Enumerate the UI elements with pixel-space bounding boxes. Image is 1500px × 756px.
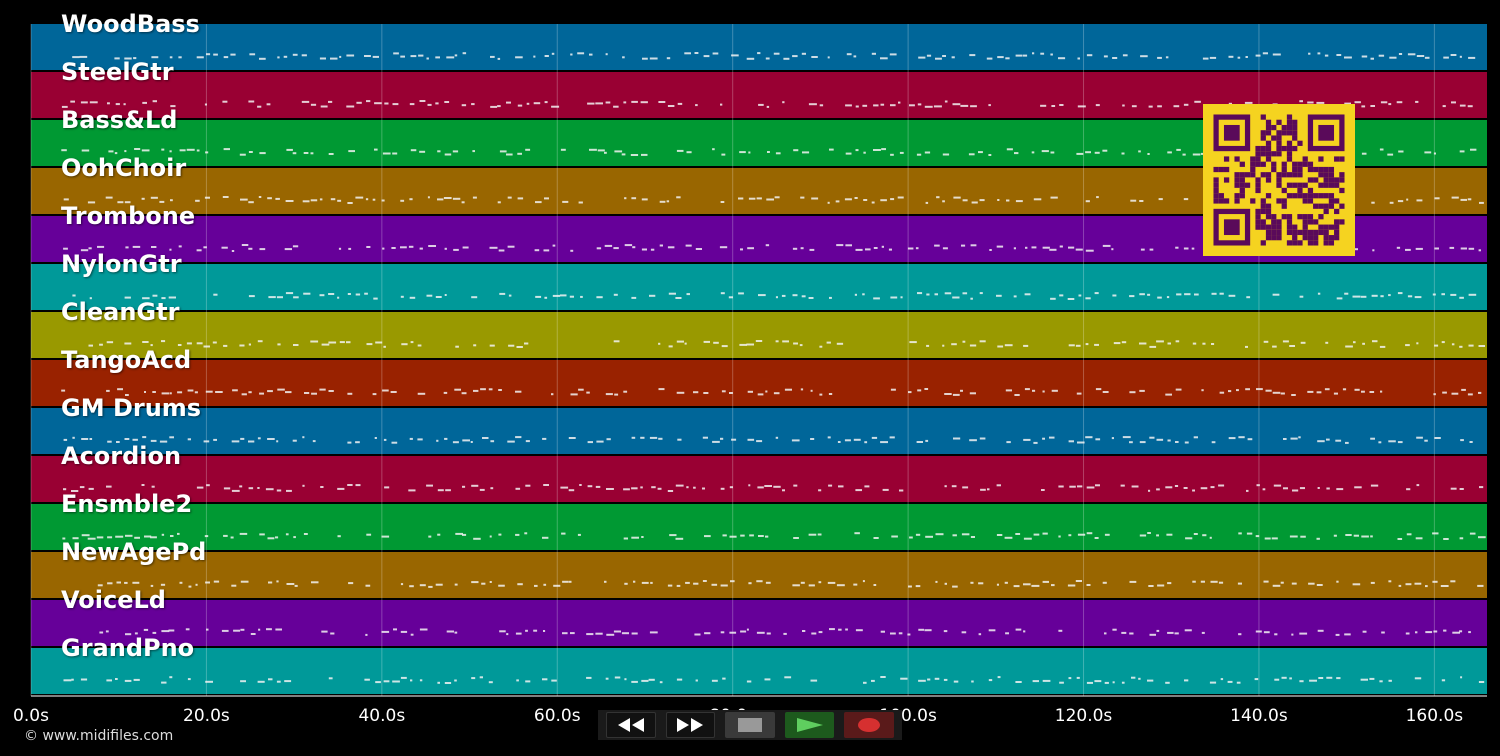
track-label: OohChoir xyxy=(61,154,187,182)
note-events xyxy=(72,52,1476,60)
fast-forward-button[interactable] xyxy=(665,712,716,738)
time-tick-label: 20.0s xyxy=(183,706,230,726)
track-lane xyxy=(31,504,1487,550)
track-label: TangoAcd xyxy=(61,346,192,374)
note-events xyxy=(63,676,1485,684)
track-label: Acordion xyxy=(61,442,182,470)
track-lane xyxy=(31,600,1487,646)
track-lane xyxy=(31,312,1487,358)
track-label: NylonGtr xyxy=(61,250,182,278)
track-label: GM Drums xyxy=(61,394,202,422)
track-lane xyxy=(31,648,1487,694)
fast-forward-icon xyxy=(677,718,704,732)
note-events xyxy=(63,436,1473,444)
track-lane xyxy=(31,552,1487,598)
note-events xyxy=(62,532,1486,540)
note-events xyxy=(63,484,1484,492)
time-tick-label: 140.0s xyxy=(1230,706,1288,726)
note-events xyxy=(99,628,1471,636)
track-label: NewAgePd xyxy=(61,538,207,566)
track-lane xyxy=(31,24,1487,70)
time-tick-label: 60.0s xyxy=(533,706,581,726)
qr-code xyxy=(1203,104,1355,256)
record-button[interactable] xyxy=(844,712,894,738)
note-events xyxy=(61,388,1482,396)
track-label: VoiceLd xyxy=(61,586,166,614)
track-label: Bass&Ld xyxy=(61,106,178,134)
note-events xyxy=(88,340,1485,348)
note-events xyxy=(72,292,1477,300)
note-events xyxy=(97,580,1484,588)
time-tick-label: 160.0s xyxy=(1405,706,1464,726)
track-label: Ensmble2 xyxy=(61,490,193,518)
track-label: WoodBass xyxy=(61,10,200,38)
time-tick-label: 40.0s xyxy=(358,706,406,726)
track-lane xyxy=(31,360,1487,406)
rewind-button[interactable] xyxy=(606,712,656,738)
track-label: SteelGtr xyxy=(61,58,174,86)
stop-button[interactable] xyxy=(725,712,775,738)
rewind-icon xyxy=(617,718,644,732)
note-events xyxy=(61,148,1477,156)
transport-controls xyxy=(598,710,902,740)
stop-icon xyxy=(738,718,763,732)
record-icon xyxy=(858,718,881,732)
track-label: CleanGtr xyxy=(61,298,180,326)
time-tick-label: 0.0s xyxy=(13,706,49,726)
note-events xyxy=(61,100,1473,108)
time-tick-label: 120.0s xyxy=(1054,706,1113,726)
play-button[interactable] xyxy=(784,712,835,738)
track-lane xyxy=(31,264,1487,310)
track-label: GrandPno xyxy=(61,634,195,662)
track-label: Trombone xyxy=(61,202,196,230)
track-lane xyxy=(31,456,1487,502)
play-icon xyxy=(796,718,823,732)
track-lane xyxy=(31,408,1487,454)
copyright-text: © www.midifiles.com xyxy=(24,728,174,744)
